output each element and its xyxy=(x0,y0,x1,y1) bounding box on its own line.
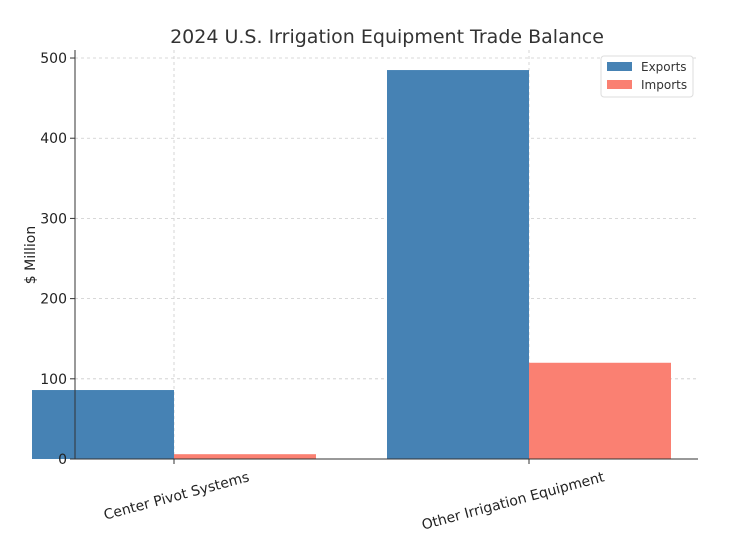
y-tick-label: 100 xyxy=(40,372,67,388)
y-tick-label: 200 xyxy=(40,292,67,308)
y-axis-label: $ Million xyxy=(23,226,39,284)
legend-swatch-exports xyxy=(607,62,632,71)
bar-exports xyxy=(387,70,529,460)
legend-label-exports: Exports xyxy=(641,60,687,74)
y-tick-label: 400 xyxy=(40,131,67,147)
y-tick-label: 300 xyxy=(40,211,67,227)
bar-exports xyxy=(32,390,174,459)
bar-imports xyxy=(529,362,671,459)
x-tick-label: Other Irrigation Equipment xyxy=(420,469,606,533)
legend-swatch-imports xyxy=(607,80,632,89)
x-tick-label: Center Pivot Systems xyxy=(102,469,251,523)
legend-label-imports: Imports xyxy=(641,78,687,92)
bar-imports xyxy=(174,454,316,459)
chart-title: 2024 U.S. Irrigation Equipment Trade Bal… xyxy=(170,26,604,48)
y-tick-label: 0 xyxy=(58,452,67,468)
y-tick-label: 500 xyxy=(40,51,67,67)
